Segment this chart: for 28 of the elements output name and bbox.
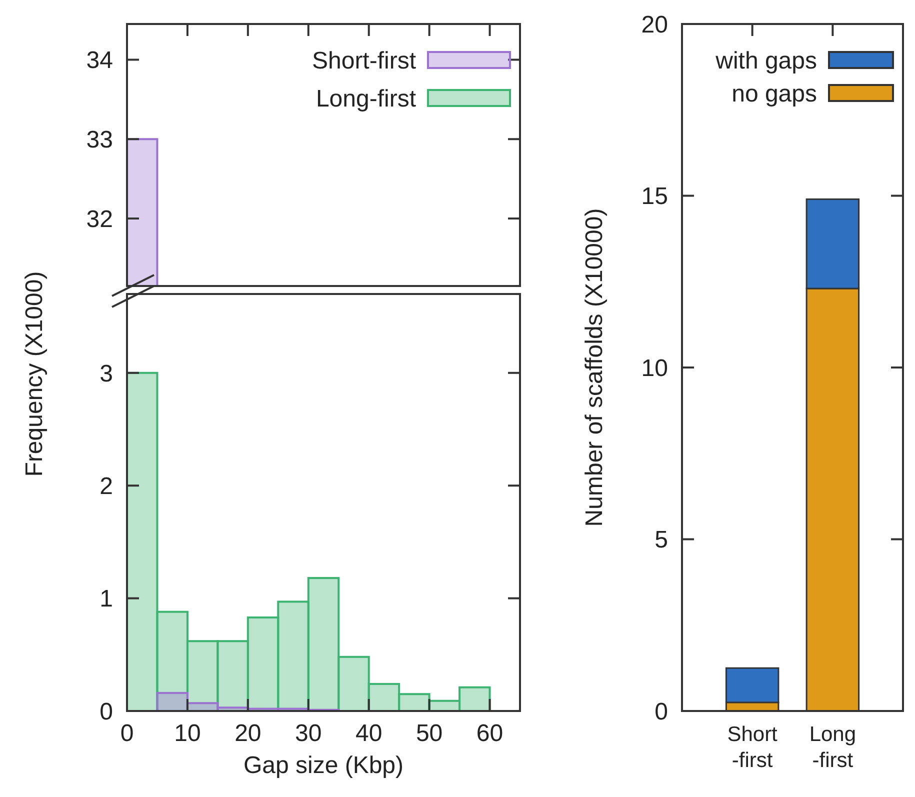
x-tick-label: 40 <box>355 720 382 747</box>
x-tick-label: 50 <box>416 720 443 747</box>
y-tick-label: 33 <box>86 126 113 154</box>
y-tick-label: 20 <box>641 11 668 38</box>
y-tick-label: 15 <box>641 183 668 210</box>
legend-label: Long-first <box>316 85 416 112</box>
legend-label: no gaps <box>732 80 817 108</box>
x-tick-label: 60 <box>476 720 504 747</box>
y-tick-label: 34 <box>86 47 113 74</box>
x-tick-label: 0 <box>120 720 134 747</box>
y-tick-label: 1 <box>100 586 113 613</box>
y-tick-label: 5 <box>654 526 668 554</box>
x-tick-label: 20 <box>234 720 262 747</box>
y-axis-title: Number of scaffolds (X10000) <box>581 208 608 527</box>
y-tick-label: 3 <box>100 360 113 388</box>
y-tick-label: 10 <box>641 354 668 382</box>
legend-label: Short-first <box>312 47 416 74</box>
y-tick-label: 2 <box>100 472 113 500</box>
x-axis-title: Gap size (Kbp) <box>243 752 404 779</box>
x-tick-label: 10 <box>174 720 201 747</box>
x-tick-label: 30 <box>295 720 322 747</box>
legend-label: with gaps <box>714 47 817 74</box>
y-tick-label: 0 <box>100 698 113 726</box>
y-tick-label: 0 <box>654 698 668 726</box>
x-tick-label: Long -first <box>809 723 856 772</box>
x-tick-label: Short -first <box>727 723 778 772</box>
y-tick-label: 32 <box>86 206 113 233</box>
y-axis-title: Frequency (X1000) <box>21 271 48 477</box>
